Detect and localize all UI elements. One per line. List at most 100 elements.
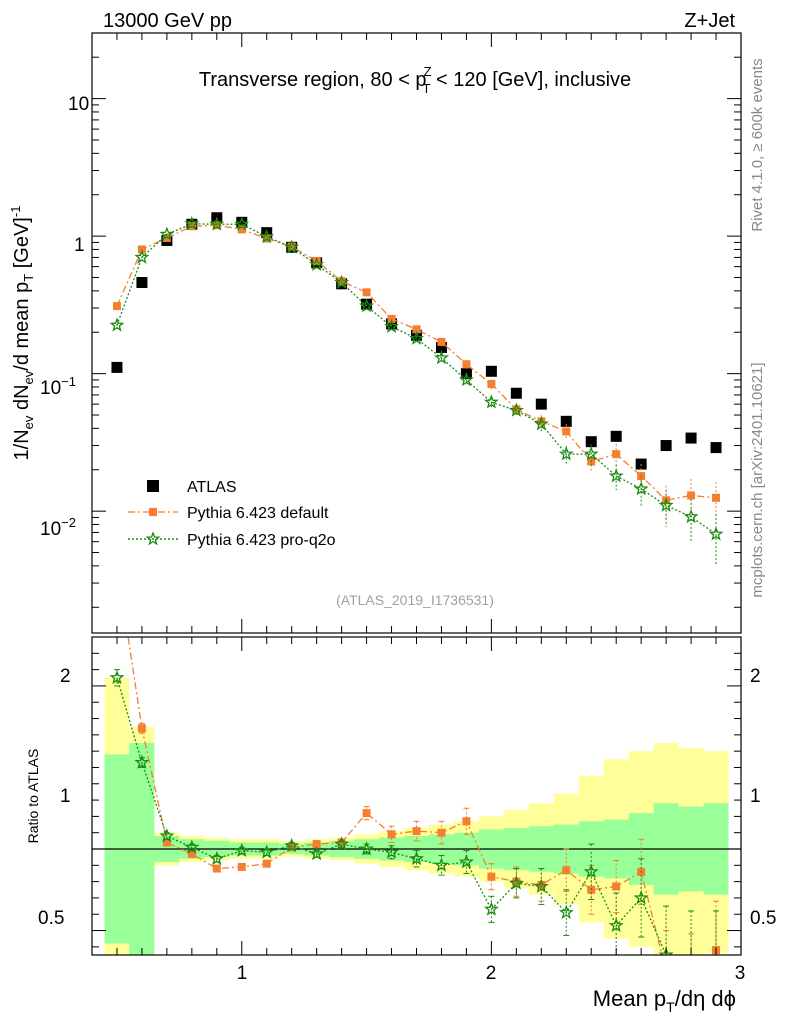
xtick-label-3: 3 xyxy=(735,963,746,984)
q2o-marker xyxy=(259,228,275,244)
mcplots-label: mcplots.cern.ch [arXiv:2401.10621] xyxy=(749,362,766,597)
q2o-marker xyxy=(558,446,574,461)
ratio-q2o-marker xyxy=(608,917,624,932)
ratio-default-marker xyxy=(137,724,146,733)
xtick-label-1: 1 xyxy=(237,963,248,984)
q2o-marker xyxy=(458,372,474,387)
ratio-default-marker xyxy=(687,975,695,983)
atlas-marker xyxy=(386,318,398,330)
q2o-marker xyxy=(658,497,674,512)
default-marker xyxy=(437,337,446,346)
ratio-default-marker xyxy=(262,859,271,868)
xlabel: Mean pT/dη dϕ xyxy=(593,986,736,1015)
header-left: 13000 GeV pp xyxy=(103,10,232,32)
default-marker xyxy=(612,450,621,459)
q2o-marker xyxy=(184,215,200,231)
q2o-marker xyxy=(334,274,350,289)
rivet-label: Rivet 4.1.0, ≥ 600k events xyxy=(749,58,766,231)
header-right: Z+Jet xyxy=(684,10,735,32)
atlas-marker xyxy=(685,432,697,444)
main-title: Transverse region, 80 < pZ T < 120 [GeV],… xyxy=(199,64,631,96)
ratio-default-marker xyxy=(212,864,221,873)
atlas-marker xyxy=(485,365,497,377)
default-marker xyxy=(162,233,171,242)
default-marker xyxy=(362,288,371,297)
atlas-marker xyxy=(136,277,148,289)
ratio-q2o-marker xyxy=(483,901,499,916)
q2o-marker xyxy=(708,526,724,541)
atlas-marker xyxy=(411,329,422,341)
q2o-marker xyxy=(234,216,250,231)
ratio-default-marker xyxy=(612,882,621,891)
ratio-ytick-0.5-right: 0.5 xyxy=(750,908,776,929)
atlas-marker xyxy=(610,430,622,442)
ratio-default-marker xyxy=(662,967,670,975)
ytick-label-0.1: 10−1 xyxy=(40,374,76,399)
ytick-label-1: 1 xyxy=(74,235,85,256)
ratio-ytick-1-left: 1 xyxy=(60,786,71,807)
q2o-marker xyxy=(683,508,699,524)
q2o-marker xyxy=(434,350,449,365)
ratio-q2o-marker xyxy=(334,836,350,851)
analysis-watermark: (ATLAS_2019_I1736531) xyxy=(336,592,494,608)
ratio-ytick-0.5-left: 0.5 xyxy=(38,908,64,929)
ratio-q2o-marker xyxy=(109,669,125,685)
q2o-marker xyxy=(109,317,125,332)
ratio-default-marker xyxy=(362,809,371,818)
ratio-default-marker xyxy=(562,866,571,875)
legend: ATLAS Pythia 6.423 default Pythia 6.423 … xyxy=(128,479,336,549)
ratio-q2o-marker xyxy=(508,875,524,890)
legend-label-atlas: ATLAS xyxy=(187,479,237,496)
ratio-q2o-marker xyxy=(409,850,424,866)
ratio-q2o-marker xyxy=(583,863,599,879)
q2o-marker xyxy=(483,394,499,409)
atlas-marker xyxy=(261,227,273,239)
atlas-marker xyxy=(111,361,123,373)
ratio-q2o-marker xyxy=(658,947,674,955)
default-marker xyxy=(237,225,246,234)
ratio-q2o-marker xyxy=(359,841,375,856)
default-marker xyxy=(112,302,121,311)
q2o-marker xyxy=(508,402,524,417)
q2o-marker xyxy=(284,239,300,254)
ratio-q2o-marker xyxy=(184,839,200,854)
ratio-ylabel: Ratio to ATLAS xyxy=(25,749,41,844)
q2o-marker xyxy=(134,249,150,264)
atlas-marker xyxy=(361,298,373,310)
default-marker xyxy=(337,277,346,286)
ratio-default-marker xyxy=(487,872,496,881)
ratio-default-marker xyxy=(412,827,421,836)
ratio-default-marker xyxy=(237,862,246,871)
ratio-q2o-marker xyxy=(159,828,175,843)
q2o-marker xyxy=(209,216,225,231)
ratio-q2o-marker xyxy=(685,960,696,971)
q2o-marker xyxy=(608,468,624,483)
q2o-marker xyxy=(533,416,549,431)
ratio-q2o-marker xyxy=(234,842,250,857)
axis-ticks xyxy=(92,32,741,955)
ratio-q2o-marker xyxy=(558,904,574,920)
default-marker xyxy=(562,427,571,436)
q2o-marker xyxy=(309,256,325,271)
ratio-default-marker xyxy=(312,840,321,849)
xtick-label-2: 2 xyxy=(486,963,497,984)
atlas-marker xyxy=(435,341,447,353)
ratio-default-marker xyxy=(113,560,121,568)
ratio-default-marker xyxy=(187,849,196,858)
ratio-q2o-marker xyxy=(259,844,275,859)
legend-marker-q2o xyxy=(145,531,161,546)
ratio-q2o-marker xyxy=(533,878,549,893)
q2o-marker xyxy=(359,298,375,313)
ratio-ytick-2-right: 2 xyxy=(750,666,761,687)
default-marker xyxy=(312,256,321,265)
series-line-1 xyxy=(116,224,717,501)
atlas-marker xyxy=(535,398,547,410)
atlas-marker xyxy=(560,415,572,427)
series-line-2 xyxy=(116,223,717,535)
ratio-q2o-marker xyxy=(633,889,649,905)
legend-label-q2o: Pythia 6.423 pro-q2o xyxy=(187,532,336,549)
ratio-q2o-marker xyxy=(384,844,399,859)
ratio-q2o-marker xyxy=(209,850,225,866)
atlas-marker xyxy=(585,436,597,448)
ratio-default-marker xyxy=(462,817,471,826)
